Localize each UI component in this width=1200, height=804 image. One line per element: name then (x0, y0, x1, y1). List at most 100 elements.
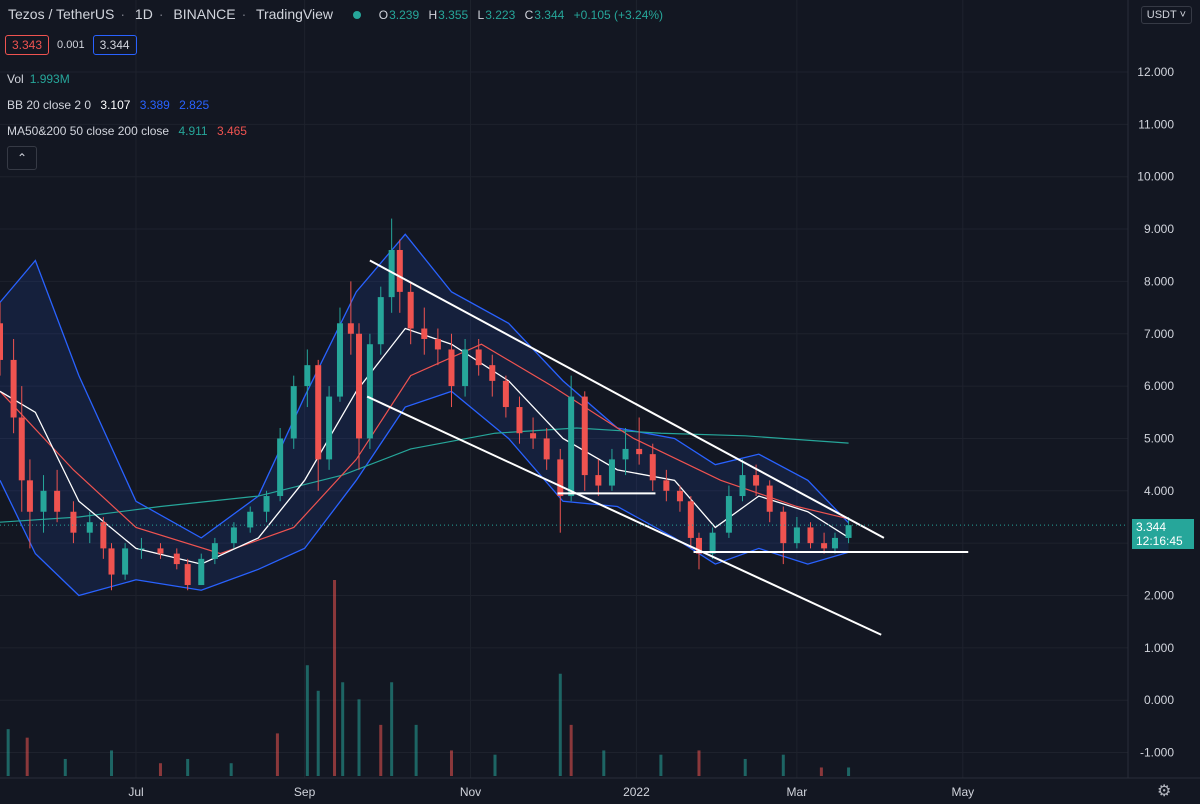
volume-bar (697, 750, 701, 776)
candle-body (377, 297, 384, 345)
price-axis[interactable]: 12.000 11.000 10.000 9.000 8.000 7.000 6.000 5.… (1127, 0, 1174, 778)
ma-legend[interactable]: MA50&200 50 close 200 close 4.911 3.465 (7, 124, 253, 138)
time-tick-label: Nov (460, 785, 481, 799)
bb-upper-value: 3.389 (139, 98, 170, 112)
candle-body (636, 448, 643, 455)
chevron-up-icon[interactable]: ⌃ (7, 146, 37, 170)
candle-body (108, 548, 115, 575)
trendlines[interactable] (366, 259, 969, 636)
candle-body (100, 522, 107, 549)
volume-bar (333, 580, 337, 776)
symbol-title[interactable]: Tezos / TetherUS (8, 6, 115, 22)
candle-body (157, 548, 164, 554)
candle-body (366, 344, 373, 439)
volume-bar (414, 724, 418, 776)
high-value: 3.355 (438, 8, 469, 22)
candle-body (462, 349, 469, 387)
candle-body (347, 323, 354, 334)
candle-body (649, 454, 656, 481)
bb-basis-line (0, 327, 849, 565)
candle-body (793, 527, 800, 544)
candle-body (396, 249, 403, 292)
candle-body (831, 537, 838, 549)
candlesticks (0, 218, 852, 591)
price-tick-label: 4.000 (1144, 484, 1174, 498)
time-axis[interactable]: Jul Sep Nov 2022 Mar May (0, 777, 1200, 799)
moving-averages (0, 327, 849, 565)
interval-label[interactable]: 1D (134, 6, 153, 22)
candle-body (421, 328, 428, 339)
time-tick-label: Jul (128, 785, 143, 799)
volume-bar (110, 750, 114, 776)
candle-body (388, 249, 395, 298)
candle-body (247, 511, 254, 528)
volume-bar (847, 767, 851, 776)
price-tick-label: 1.000 (1144, 641, 1174, 655)
time-tick-label: Mar (787, 785, 808, 799)
volume-bar (390, 682, 394, 776)
time-tick-label: May (951, 785, 974, 799)
volume-label: Vol (7, 72, 24, 86)
currency-label: USDT (1146, 9, 1177, 21)
candle-body (695, 537, 702, 554)
candle-body (581, 396, 588, 476)
candle-body (807, 527, 814, 544)
price-tick-label: 2.000 (1144, 589, 1174, 603)
candle-body (709, 532, 716, 554)
ma200-value: 3.465 (216, 124, 247, 138)
candle-body (753, 475, 760, 486)
volume-bars (6, 580, 851, 776)
volume-bar (341, 682, 345, 776)
candle-body (198, 558, 205, 586)
price-tick-label: 6.000 (1144, 379, 1174, 393)
price-tick-label: 10.000 (1137, 170, 1174, 184)
ma50-value: 4.911 (178, 124, 208, 138)
candle-body (230, 527, 237, 544)
candle-body (780, 511, 787, 544)
candle-body (516, 407, 523, 434)
chevron-down-icon: ˅ (1179, 9, 1186, 21)
currency-button[interactable]: USDT ˅ (1140, 6, 1192, 24)
candle-body (277, 438, 284, 497)
candle-body (173, 553, 180, 565)
sell-button[interactable]: 3.343 (5, 35, 50, 55)
candle-body (489, 365, 496, 381)
candle-body (766, 485, 773, 512)
volume-bar (275, 733, 279, 776)
volume-bar (357, 699, 361, 776)
candle-body (326, 396, 333, 460)
volume-bar (305, 665, 309, 776)
volume-bar (558, 673, 562, 776)
gear-icon[interactable]: ⚙ (1157, 783, 1172, 800)
bb-label: BB 20 close 2 0 (7, 98, 92, 112)
candle-body (502, 380, 509, 408)
buy-button[interactable]: 3.344 (92, 35, 137, 55)
volume-legend[interactable]: Vol 1.993M (7, 72, 76, 86)
change-value: +0.105 (+3.24%) (573, 8, 664, 22)
ma-label: MA50&200 50 close 200 close (7, 124, 170, 138)
trendline-channel-upper (369, 259, 885, 539)
close-value: 3.344 (534, 8, 565, 22)
candle-body (608, 459, 615, 486)
chart-header: Tezos / TetherUS · 1D · BINANCE · TradingVi… (8, 6, 675, 22)
bb-fill (0, 234, 849, 596)
candle-body (845, 525, 852, 538)
candle-body (725, 496, 732, 533)
bar-countdown: 12:16:45 (1136, 534, 1183, 548)
ma200-line (0, 427, 849, 523)
candle-body (434, 338, 441, 350)
grid-lines (0, 0, 1128, 778)
volume-bar (569, 724, 573, 776)
candle-body (26, 480, 33, 512)
candle-body (263, 496, 270, 512)
time-tick-label: Sep (294, 785, 316, 799)
candle-body (676, 490, 683, 502)
bb-legend[interactable]: BB 20 close 2 0 3.107 3.389 2.825 (7, 98, 215, 112)
price-tick-label: 11.000 (1138, 117, 1174, 131)
candle-body (557, 459, 564, 497)
candle-body (568, 396, 575, 497)
volume-bar (781, 754, 785, 776)
market-status-icon (352, 10, 361, 19)
volume-bar (602, 750, 606, 776)
